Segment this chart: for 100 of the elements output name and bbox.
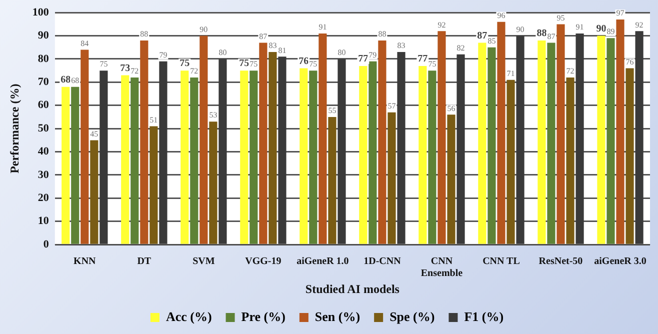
data-label: 72 [190, 66, 198, 76]
x-tick-label: KNN [74, 256, 97, 268]
data-label: 57 [388, 101, 396, 110]
bar [259, 42, 268, 244]
data-label: 83 [268, 41, 277, 50]
y-tick-label: 50 [38, 122, 50, 134]
data-label: 88 [536, 28, 547, 40]
data-label: 82 [456, 43, 465, 52]
data-label: 87 [547, 32, 556, 41]
data-label: 56 [447, 104, 456, 113]
data-label: 87 [477, 30, 488, 42]
bar [62, 86, 70, 244]
data-label: 75 [239, 58, 250, 70]
data-label: 91 [576, 22, 584, 32]
legend-label: Acc (%) [166, 308, 212, 324]
data-label: 90 [200, 24, 208, 34]
x-tick-label: CNN Ensemble [420, 256, 464, 280]
bar [100, 70, 108, 244]
y-tick-label: 20 [38, 192, 50, 204]
bar [556, 24, 565, 244]
data-label: 97 [616, 8, 624, 18]
data-label: 75 [100, 60, 108, 69]
bar [516, 36, 524, 244]
bar [218, 59, 227, 244]
bar [378, 40, 386, 244]
data-label: 73 [120, 62, 130, 74]
data-label: 92 [635, 20, 644, 30]
y-tick-label: 30 [38, 168, 50, 181]
x-tick-label: aiGeneR 3.0 [594, 256, 646, 268]
bar [278, 56, 286, 244]
bar [359, 66, 368, 244]
bar [506, 80, 515, 244]
bar [200, 36, 208, 244]
bar [438, 31, 446, 244]
legend-label: F1 (%) [464, 308, 504, 324]
data-label: 96 [497, 10, 506, 20]
data-label: 85 [488, 36, 496, 46]
data-label: 81 [278, 46, 286, 55]
data-label: 90 [516, 24, 524, 34]
data-label: 80 [218, 48, 227, 58]
data-label: 95 [556, 13, 565, 22]
bar [456, 54, 465, 244]
data-label: 76 [626, 57, 634, 66]
bar [488, 47, 496, 244]
bar [309, 70, 318, 244]
bar [250, 70, 258, 244]
data-label: 88 [140, 30, 148, 39]
bar [418, 66, 427, 244]
data-label: 68 [71, 76, 80, 85]
y-axis-title: Performance (%) [7, 84, 22, 174]
bar [209, 122, 218, 244]
data-label: 88 [378, 30, 386, 39]
legend-label: Pre (%) [241, 308, 286, 324]
data-label: 76 [298, 56, 309, 67]
data-label: 87 [259, 32, 268, 41]
data-label: 79 [368, 50, 377, 60]
y-tick-label: 90 [38, 30, 50, 42]
data-label: 75 [428, 60, 436, 69]
bar [80, 50, 89, 244]
bar [547, 42, 556, 244]
data-label: 92 [438, 20, 446, 30]
x-axis-title: Studied AI models [305, 282, 400, 296]
data-label: 68 [60, 74, 71, 86]
data-label: 71 [506, 68, 515, 78]
bar [597, 36, 606, 244]
bar [368, 61, 377, 244]
data-label: 89 [606, 27, 615, 36]
bar [538, 40, 546, 244]
bar [566, 78, 574, 244]
bar [180, 70, 189, 244]
x-tick-label: aiGeneR 1.0 [296, 256, 349, 268]
bar [497, 22, 506, 244]
y-tick-label: 0 [43, 238, 50, 250]
bar [397, 52, 406, 244]
y-tick-label: 70 [38, 76, 50, 88]
x-tick-label: ResNet-50 [538, 256, 583, 268]
data-label: 75 [250, 60, 258, 69]
bar [190, 78, 198, 244]
bar [626, 68, 634, 244]
bar [240, 70, 248, 244]
legend-label: Spe (%) [390, 308, 435, 324]
bar [388, 112, 396, 244]
bar [328, 117, 336, 244]
x-tick-label: CNN TL [482, 256, 520, 268]
bar [318, 33, 327, 244]
data-label: 55 [328, 106, 336, 116]
bar [635, 31, 644, 244]
y-tick-label: 100 [32, 6, 50, 18]
y-tick-label: 60 [38, 99, 50, 112]
bar [90, 140, 98, 244]
bar [71, 86, 80, 244]
bar [159, 61, 168, 244]
bar [428, 70, 436, 244]
x-tick-label: DT [137, 256, 152, 268]
data-label: 84 [80, 38, 89, 48]
data-label: 80 [338, 48, 346, 58]
bar [616, 20, 624, 244]
data-label: 45 [90, 129, 98, 138]
data-label: 75 [309, 60, 318, 69]
bar [300, 68, 308, 244]
